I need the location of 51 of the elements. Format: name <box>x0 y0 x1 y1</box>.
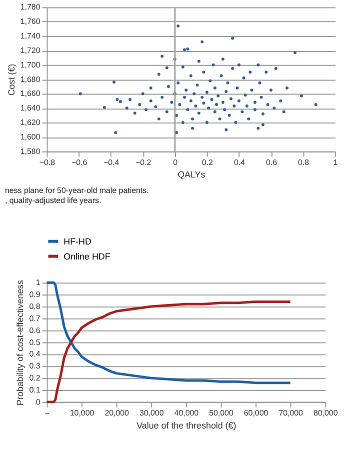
y-tick-label: 1,620 <box>20 118 41 128</box>
x-tick-label: −0.4 <box>103 158 120 167</box>
y-axis-title: Cost (€) <box>6 64 16 96</box>
line-series <box>45 300 292 404</box>
y-tick-label: 1,780 <box>20 2 41 12</box>
x-tick-label: 1 <box>333 158 338 167</box>
x-tick-label: – <box>45 408 50 418</box>
y-tick-label: 1,600 <box>20 132 41 142</box>
x-tick-label: 20,000 <box>104 408 130 418</box>
y-tick-label: 1,760 <box>20 17 41 26</box>
y-tick-label: 0.8 <box>29 302 41 311</box>
y-tick-label: 0.2 <box>29 374 41 383</box>
y-tick-label: 1,740 <box>20 32 41 41</box>
y-tick-label: 1,720 <box>20 46 41 55</box>
y-tick-label: 1,580 <box>20 146 41 156</box>
x-tick-label: 0 <box>173 158 178 167</box>
x-tick-label: −0.6 <box>71 158 88 167</box>
text: , quality-adjusted life years. <box>4 196 102 206</box>
x-tick-label: 10,000 <box>70 408 95 418</box>
y-tick-label: 0.5 <box>29 338 41 347</box>
x-tick-label: 70,000 <box>278 408 304 418</box>
y-axis-title: Probability of cost-effectiveness <box>15 279 26 406</box>
y-tick-label: 0 <box>36 397 41 406</box>
legend-label: Online HDF <box>64 251 111 262</box>
text: ness plane for 50-year-old male patients. <box>4 186 149 196</box>
y-tick-label: 1,640 <box>20 104 41 113</box>
x-tick-label: 40,000 <box>174 408 200 418</box>
x-tick-label: −0.2 <box>136 158 152 167</box>
y-tick-label: 0.9 <box>29 290 41 300</box>
x-tick-label: 30,000 <box>139 408 164 418</box>
x-tick-label: 0.8 <box>298 158 310 167</box>
x-tick-label: 60,000 <box>244 408 269 418</box>
x-axis-title: Value of the threshold (€) <box>136 420 236 430</box>
x-tick-label: 80,000 <box>313 408 338 418</box>
y-tick-label: 1 <box>36 278 41 288</box>
x-tick-label: 0.4 <box>234 158 246 167</box>
x-tick-label: 50,000 <box>209 408 234 418</box>
y-tick-label: 1,700 <box>20 60 41 70</box>
x-tick-label: 0.6 <box>266 158 278 167</box>
line-series <box>45 281 292 384</box>
y-tick-label: 1,660 <box>20 89 41 98</box>
y-tick-label: 0.4 <box>29 350 41 359</box>
y-tick-label: 0.6 <box>29 326 41 335</box>
y-tick-label: 0.7 <box>29 314 41 323</box>
y-tick-label: 0.3 <box>29 362 41 371</box>
x-tick-label: 0.2 <box>202 158 214 167</box>
legend-label: HF-HD <box>64 236 92 246</box>
y-tick-label: 0.1 <box>29 385 41 394</box>
x-tick-label: −0.8 <box>39 158 56 167</box>
x-axis-title: QALYs <box>178 170 206 180</box>
y-tick-label: 1,680 <box>20 74 41 84</box>
